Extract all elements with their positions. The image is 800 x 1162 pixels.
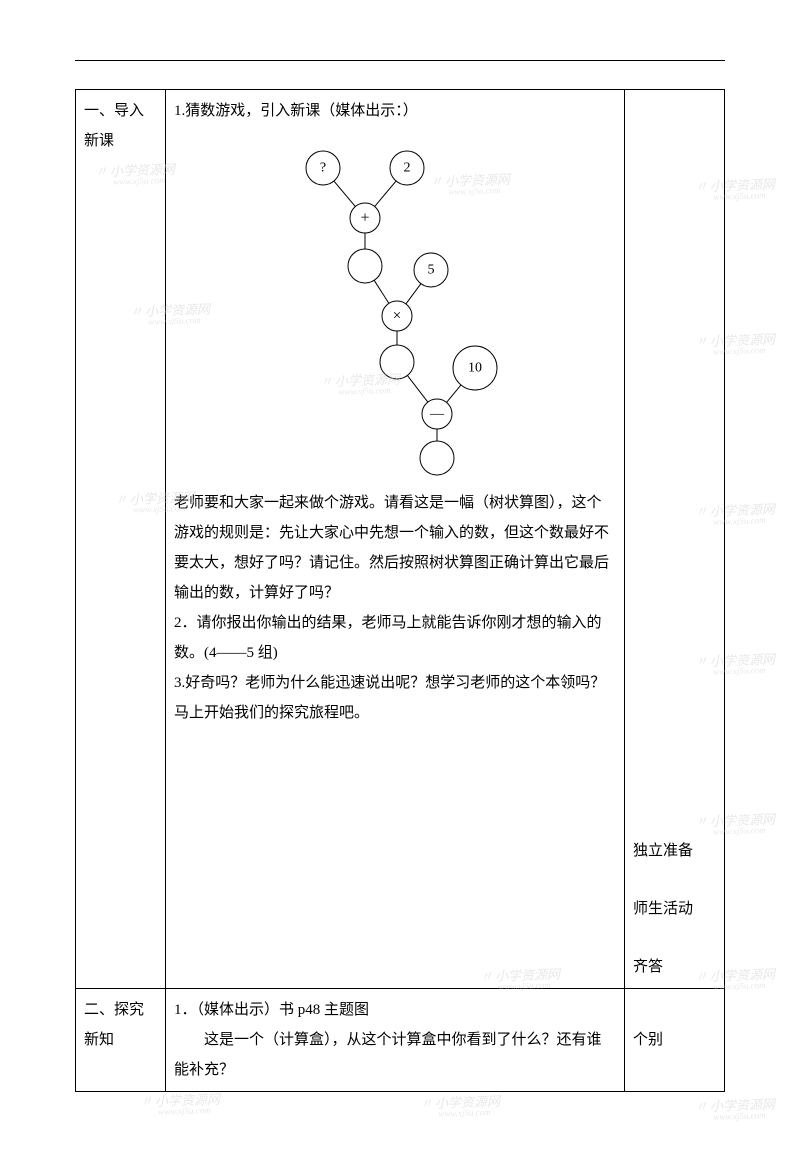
line-2: 这是一个（计算盒），从这个计算盒中你看到了什么？还有谁能补充？	[174, 1025, 616, 1085]
col-content: 1．（媒体出示）书 p48 主题图 这是一个（计算盒），从这个计算盒中你看到了什…	[166, 989, 625, 1092]
table-row: 一、导入新课 1.猜数游戏，引入新课（媒体出示：） ? 2 +5 × 10 — 老师要和大…	[76, 90, 725, 989]
note-2: 师生活动	[633, 894, 716, 924]
svg-text:+: +	[360, 210, 369, 227]
lesson-table: 一、导入新课 1.猜数游戏，引入新课（媒体出示：） ? 2 +5 × 10 — 老师要和大…	[75, 89, 725, 1092]
spacer	[633, 96, 716, 836]
tree-diagram: ? 2 +5 × 10 —	[174, 130, 616, 480]
col-content: 1.猜数游戏，引入新课（媒体出示：） ? 2 +5 × 10 — 老师要和大家一起来做个游…	[166, 90, 625, 989]
svg-text:2: 2	[404, 161, 411, 176]
col-notes: 个别	[625, 989, 725, 1092]
paragraph-3: 3.好奇吗？老师为什么能迅速说出呢？想学习老师的这个本领吗？马上开始我们的探究旅…	[174, 668, 616, 728]
table-row: 二、探究新知 1．（媒体出示）书 p48 主题图 这是一个（计算盒），从这个计算…	[76, 989, 725, 1092]
svg-text:10: 10	[468, 361, 482, 376]
paragraph-2: 2．请你报出你输出的结果，老师马上就能告诉你刚才想的输入的数。(4——5 组)	[174, 608, 616, 668]
spacer	[633, 995, 716, 1025]
svg-text:—: —	[429, 407, 445, 422]
stage-2-label: 二、探究新知	[84, 1002, 144, 1048]
svg-text:5: 5	[428, 263, 435, 278]
content-heading: 1.猜数游戏，引入新课（媒体出示：）	[174, 96, 616, 126]
col-notes: 独立准备 师生活动 齐答	[625, 90, 725, 989]
paragraph-1: 老师要和大家一起来做个游戏。请看这是一幅（树状算图），这个游戏的规则是：先让大家…	[174, 488, 616, 608]
tree-diagram-svg: ? 2 +5 × 10 —	[174, 130, 616, 480]
col-stage-label: 二、探究新知	[76, 989, 166, 1092]
note-1: 独立准备	[633, 836, 716, 866]
stage-1-label: 一、导入新课	[84, 103, 144, 149]
note-4: 个别	[633, 1025, 716, 1055]
note-3: 齐答	[633, 952, 716, 982]
spacer	[633, 866, 716, 894]
col-stage-label: 一、导入新课	[76, 90, 166, 989]
document-page: 一、导入新课 1.猜数游戏，引入新课（媒体出示：） ? 2 +5 × 10 — 老师要和大…	[0, 0, 800, 1162]
svg-text:×: ×	[393, 308, 401, 324]
top-horizontal-rule	[75, 60, 725, 61]
spacer	[633, 924, 716, 952]
line-1: 1．（媒体出示）书 p48 主题图	[174, 995, 616, 1025]
svg-text:?: ?	[320, 161, 326, 176]
